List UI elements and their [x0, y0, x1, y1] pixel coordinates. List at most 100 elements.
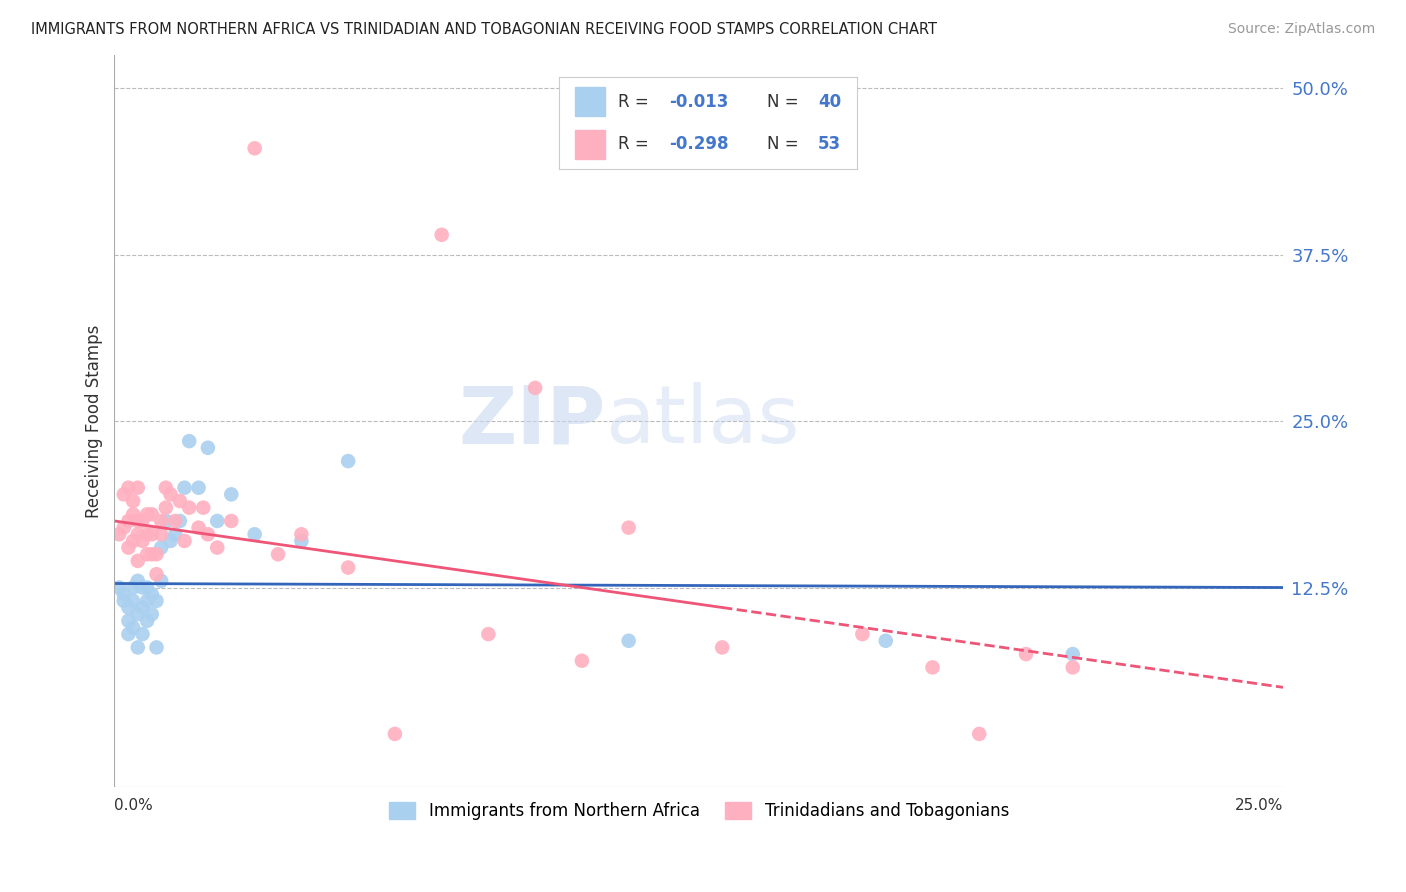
Point — [117, 481, 139, 495]
Text: atlas: atlas — [605, 382, 800, 460]
Point — [122, 494, 145, 508]
Point — [150, 527, 173, 541]
Point — [290, 533, 312, 548]
Point — [179, 500, 201, 515]
Point — [127, 574, 149, 588]
Y-axis label: Receiving Food Stamps: Receiving Food Stamps — [86, 325, 103, 518]
Point — [117, 600, 139, 615]
Point — [112, 587, 135, 601]
Point — [150, 514, 173, 528]
Point — [112, 521, 135, 535]
Point — [141, 527, 163, 541]
Point — [169, 494, 191, 508]
Point — [207, 514, 229, 528]
Point — [165, 527, 187, 541]
Point — [112, 487, 135, 501]
Point — [711, 640, 734, 655]
Point — [122, 620, 145, 634]
Point — [267, 547, 290, 561]
Point — [921, 660, 943, 674]
Point — [136, 508, 159, 522]
Point — [173, 533, 195, 548]
Point — [127, 554, 149, 568]
Point — [131, 581, 153, 595]
Text: IMMIGRANTS FROM NORTHERN AFRICA VS TRINIDADIAN AND TOBAGONIAN RECEIVING FOOD STA: IMMIGRANTS FROM NORTHERN AFRICA VS TRINI… — [31, 22, 936, 37]
Point — [145, 567, 167, 582]
Point — [173, 481, 195, 495]
Point — [141, 587, 163, 601]
Point — [187, 481, 209, 495]
Point — [219, 514, 242, 528]
Point — [141, 607, 163, 622]
Point — [136, 547, 159, 561]
Point — [187, 521, 209, 535]
Point — [155, 481, 177, 495]
Text: 25.0%: 25.0% — [1234, 797, 1284, 813]
Point — [155, 514, 177, 528]
Point — [141, 508, 163, 522]
Point — [1062, 660, 1084, 674]
Point — [207, 541, 229, 555]
Point — [179, 434, 201, 449]
Legend: Immigrants from Northern Africa, Trinidadians and Tobagonians: Immigrants from Northern Africa, Trinida… — [382, 795, 1015, 826]
Point — [117, 514, 139, 528]
Point — [127, 527, 149, 541]
Point — [875, 633, 897, 648]
Point — [571, 654, 593, 668]
Point — [136, 594, 159, 608]
Point — [108, 581, 131, 595]
Point — [136, 581, 159, 595]
Point — [122, 508, 145, 522]
Point — [108, 527, 131, 541]
Point — [145, 547, 167, 561]
Point — [112, 594, 135, 608]
Point — [1015, 647, 1038, 661]
Point — [122, 594, 145, 608]
Point — [169, 514, 191, 528]
Text: 0.0%: 0.0% — [114, 797, 153, 813]
Point — [159, 487, 181, 501]
Point — [127, 607, 149, 622]
Point — [136, 527, 159, 541]
Point — [127, 514, 149, 528]
Point — [617, 521, 640, 535]
Point — [122, 533, 145, 548]
Point — [219, 487, 242, 501]
Point — [117, 627, 139, 641]
Point — [193, 500, 215, 515]
Point — [851, 627, 873, 641]
Point — [127, 481, 149, 495]
Text: Source: ZipAtlas.com: Source: ZipAtlas.com — [1227, 22, 1375, 37]
Point — [337, 454, 360, 468]
Text: ZIP: ZIP — [458, 382, 605, 460]
Point — [150, 541, 173, 555]
Point — [141, 547, 163, 561]
Point — [290, 527, 312, 541]
Point — [122, 581, 145, 595]
Point — [967, 727, 990, 741]
Point — [131, 514, 153, 528]
Point — [136, 614, 159, 628]
Point — [243, 141, 266, 155]
Point — [117, 541, 139, 555]
Point — [159, 533, 181, 548]
Point — [384, 727, 406, 741]
Point — [165, 514, 187, 528]
Point — [131, 627, 153, 641]
Point — [197, 527, 219, 541]
Point — [337, 560, 360, 574]
Point — [617, 633, 640, 648]
Point — [155, 500, 177, 515]
Point — [131, 600, 153, 615]
Point — [197, 441, 219, 455]
Point — [524, 381, 547, 395]
Point — [145, 640, 167, 655]
Point — [1062, 647, 1084, 661]
Point — [150, 574, 173, 588]
Point — [477, 627, 499, 641]
Point — [430, 227, 453, 242]
Point — [117, 614, 139, 628]
Point — [145, 594, 167, 608]
Point — [127, 640, 149, 655]
Point — [243, 527, 266, 541]
